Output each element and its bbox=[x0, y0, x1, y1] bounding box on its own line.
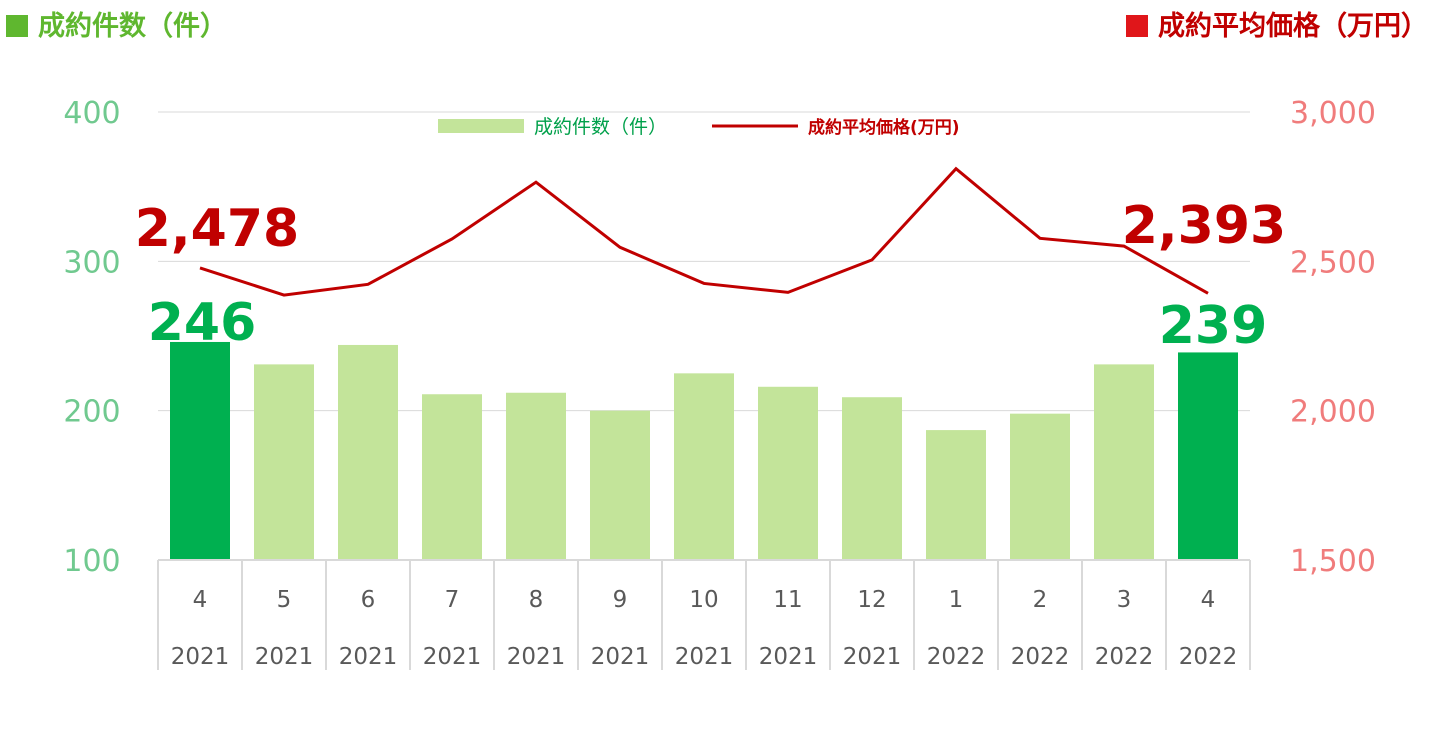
legend-bar-label: 成約件数（件） bbox=[534, 116, 667, 138]
bar bbox=[926, 430, 986, 560]
x-tick-month: 1 bbox=[949, 587, 964, 613]
bar bbox=[674, 373, 734, 560]
x-tick-year: 2022 bbox=[927, 644, 986, 670]
right-tick-label: 2,500 bbox=[1290, 245, 1376, 280]
last-price-label: 2,393 bbox=[1122, 196, 1286, 256]
x-tick-month: 9 bbox=[613, 587, 628, 613]
x-tick-month: 4 bbox=[1201, 587, 1216, 613]
right-axis-title-text: 成約平均価格（万円） bbox=[1158, 11, 1428, 42]
x-tick-month: 11 bbox=[773, 587, 802, 613]
bar bbox=[758, 386, 818, 560]
bar bbox=[1094, 364, 1154, 560]
right-tick-label: 2,000 bbox=[1290, 395, 1376, 430]
x-tick-year: 2021 bbox=[843, 644, 902, 670]
x-tick-year: 2021 bbox=[339, 644, 398, 670]
x-tick-year: 2021 bbox=[759, 644, 818, 670]
x-tick-year: 2022 bbox=[1095, 644, 1154, 670]
green-square-icon bbox=[6, 15, 28, 37]
x-tick-year: 2021 bbox=[507, 644, 566, 670]
left-tick-label: 300 bbox=[63, 245, 120, 280]
bar bbox=[422, 394, 482, 560]
right-axis-title: 成約平均価格（万円） bbox=[1126, 4, 1428, 43]
x-tick-month: 10 bbox=[689, 587, 718, 613]
bar bbox=[338, 344, 398, 560]
left-tick-label: 100 bbox=[63, 544, 120, 579]
bar bbox=[1178, 352, 1238, 560]
right-tick-label: 3,000 bbox=[1290, 96, 1376, 131]
bar bbox=[590, 410, 650, 560]
red-square-icon bbox=[1126, 15, 1148, 37]
legend-bar-swatch bbox=[438, 119, 524, 133]
legend-line-label: 成約平均価格(万円) bbox=[808, 117, 960, 138]
x-tick-year: 2021 bbox=[171, 644, 230, 670]
bar bbox=[170, 341, 230, 560]
right-tick-label: 1,500 bbox=[1290, 544, 1376, 579]
x-tick-month: 2 bbox=[1033, 587, 1048, 613]
bar bbox=[842, 397, 902, 560]
x-tick-month: 8 bbox=[529, 587, 544, 613]
x-tick-year: 2022 bbox=[1011, 644, 1070, 670]
x-tick-year: 2021 bbox=[591, 644, 650, 670]
x-tick-year: 2021 bbox=[423, 644, 482, 670]
x-tick-month: 4 bbox=[193, 587, 208, 613]
price-line bbox=[199, 166, 1209, 297]
x-tick-month: 7 bbox=[445, 587, 460, 613]
x-tick-month: 6 bbox=[361, 587, 376, 613]
first-count-label: 246 bbox=[148, 293, 257, 353]
bar bbox=[1010, 413, 1070, 560]
last-count-label: 239 bbox=[1159, 296, 1268, 356]
x-tick-year: 2021 bbox=[255, 644, 314, 670]
x-tick-month: 12 bbox=[857, 587, 886, 613]
x-tick-year: 2021 bbox=[675, 644, 734, 670]
bar bbox=[506, 392, 566, 560]
x-tick-month: 5 bbox=[277, 587, 292, 613]
bar bbox=[254, 364, 314, 560]
left-tick-label: 400 bbox=[63, 96, 120, 131]
left-axis-title: 成約件数（件） bbox=[6, 4, 227, 43]
x-tick-month: 3 bbox=[1117, 587, 1132, 613]
left-tick-label: 200 bbox=[63, 395, 120, 430]
left-axis-title-text: 成約件数（件） bbox=[38, 11, 227, 42]
x-tick-year: 2022 bbox=[1179, 644, 1238, 670]
first-price-label: 2,478 bbox=[135, 199, 299, 259]
